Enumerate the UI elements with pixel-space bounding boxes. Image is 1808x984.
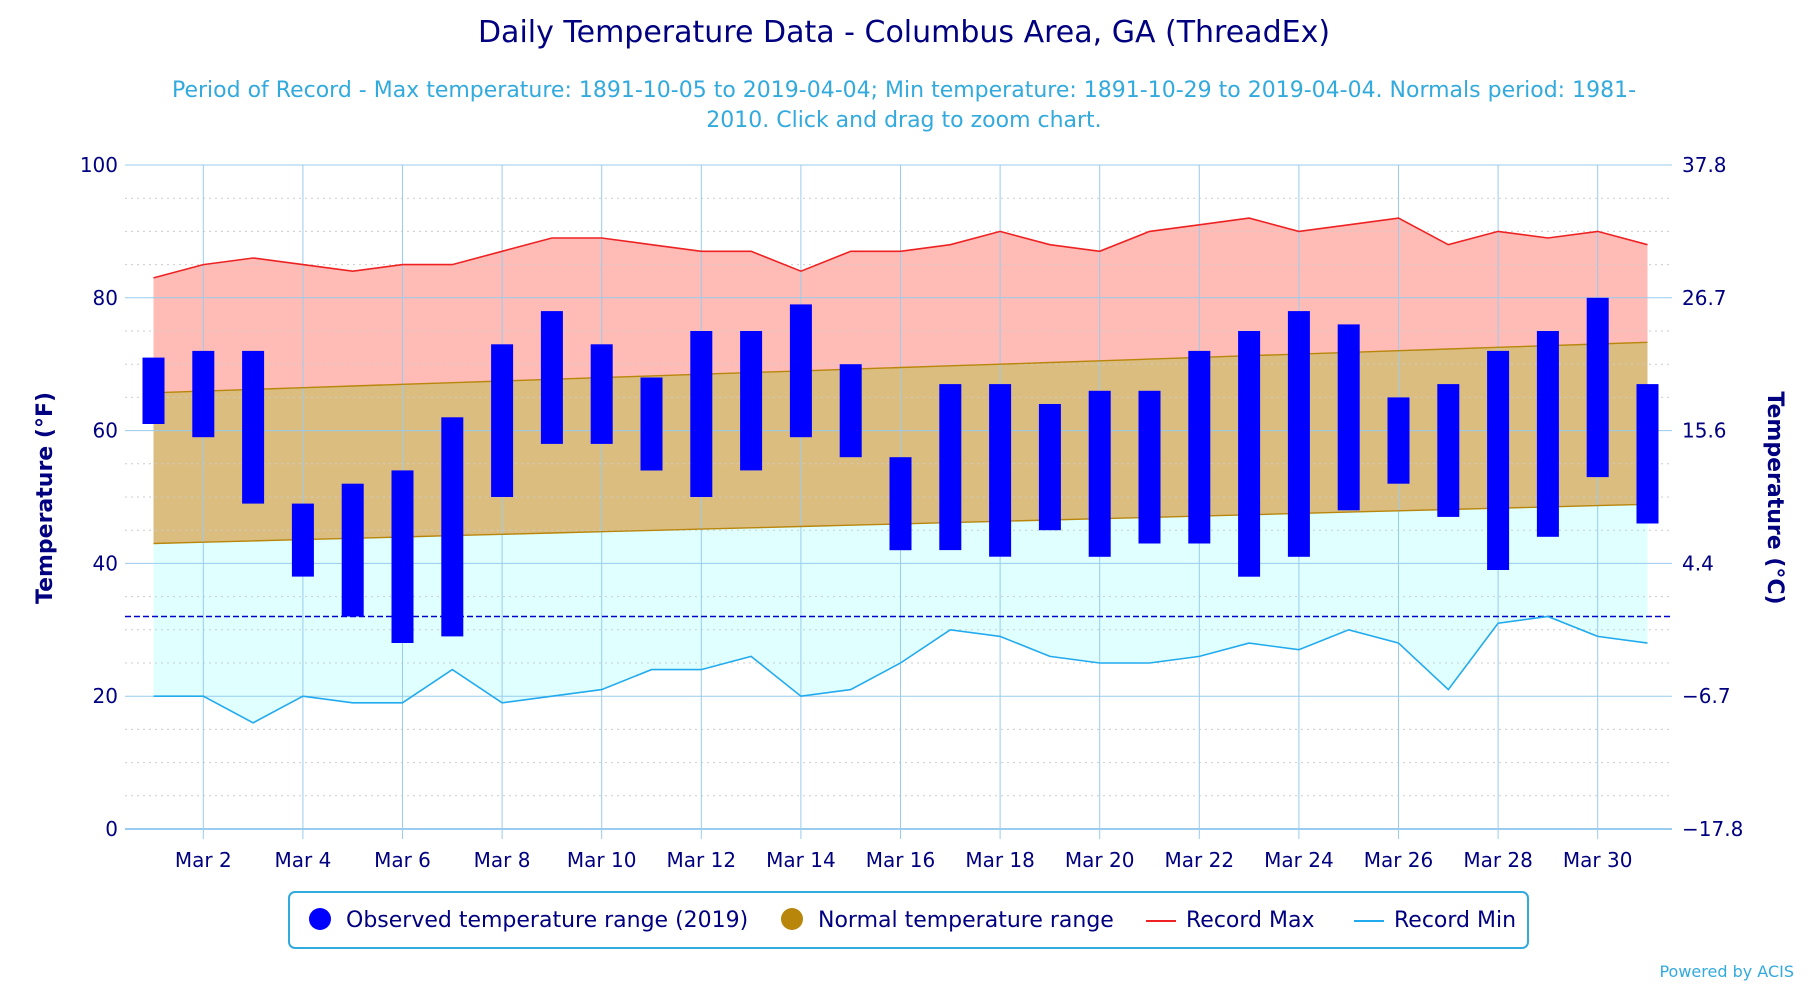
observed-bar xyxy=(341,483,364,617)
y-axis-title-left: Temperature (°F) xyxy=(33,392,58,604)
observed-bar xyxy=(1487,350,1510,570)
y-tick-label-left: 40 xyxy=(93,551,118,575)
legend-normal-label: Normal temperature range xyxy=(818,908,1114,933)
x-tick-label: Mar 8 xyxy=(474,848,531,872)
x-tick-label: Mar 14 xyxy=(766,848,836,872)
legend-item-record-min[interactable]: Record Min xyxy=(1354,908,1516,933)
observed-bar xyxy=(640,377,663,471)
y-tick-label-left: 60 xyxy=(93,419,118,443)
observed-bar xyxy=(590,344,613,444)
y-tick-label-left: 20 xyxy=(93,684,118,708)
y-tick-label-right: 4.4 xyxy=(1682,551,1714,575)
x-tick-label: Mar 16 xyxy=(866,848,936,872)
x-tick-label: Mar 24 xyxy=(1264,848,1334,872)
y-tick-label-right: 15.6 xyxy=(1682,419,1727,443)
observed-bar xyxy=(242,350,265,504)
y-tick-label-right: −6.7 xyxy=(1682,684,1731,708)
legend-item-normal[interactable]: Normal temperature range xyxy=(781,908,1114,933)
observed-bar xyxy=(1287,311,1310,557)
chart-subtitle-line1: Period of Record - Max temperature: 1891… xyxy=(172,78,1636,103)
x-tick-label: Mar 4 xyxy=(274,848,331,872)
record-min-line xyxy=(153,615,1648,724)
x-tick-label: Mar 10 xyxy=(567,848,637,872)
observed-bar xyxy=(1238,331,1261,577)
observed-bar xyxy=(1586,297,1609,478)
observed-bar xyxy=(789,304,812,438)
observed-bar xyxy=(540,311,563,444)
observed-bar xyxy=(391,470,414,643)
legend-record-min-label: Record Min xyxy=(1394,908,1516,933)
y-tick-label-right: 37.8 xyxy=(1682,153,1727,177)
x-tick-label: Mar 20 xyxy=(1065,848,1135,872)
observed-bar xyxy=(142,357,165,424)
observed-bar xyxy=(1188,350,1211,544)
y-tick-label-left: 80 xyxy=(93,286,118,310)
y-tick-label-left: 100 xyxy=(80,153,118,177)
observed-bar xyxy=(939,384,962,551)
legend-item-observed[interactable]: Observed temperature range (2019) xyxy=(309,908,748,933)
legend-observed-marker xyxy=(309,908,331,930)
record-max-line xyxy=(153,217,1648,279)
legend-observed-label: Observed temperature range (2019) xyxy=(346,908,748,933)
x-tick-label: Mar 2 xyxy=(175,848,232,872)
grid-lines xyxy=(125,164,1672,829)
observed-bar xyxy=(889,457,912,551)
observed-bar xyxy=(690,331,713,497)
observed-bar xyxy=(441,417,464,637)
observed-bar xyxy=(291,503,314,577)
observed-bar xyxy=(1337,324,1360,511)
observed-bar xyxy=(1387,397,1410,484)
y-tick-label-left: 0 xyxy=(105,817,118,841)
observed-bar xyxy=(1536,331,1559,537)
x-tick-label: Mar 26 xyxy=(1364,848,1434,872)
observed-bar xyxy=(192,350,215,438)
y-axis-title-right: Temperature (°C) xyxy=(1762,391,1787,604)
observed-bar xyxy=(740,331,763,471)
normal-high-line xyxy=(153,341,1648,394)
observed-bar xyxy=(1038,404,1061,531)
legend-item-record-max[interactable]: Record Max xyxy=(1146,908,1315,933)
legend: Observed temperature range (2019) Normal… xyxy=(288,891,1529,949)
y-tick-label-right: −17.8 xyxy=(1682,817,1743,841)
observed-bars xyxy=(142,297,1659,643)
y-tick-label-right: 26.7 xyxy=(1682,286,1727,310)
legend-normal-marker xyxy=(781,908,803,930)
observed-bar xyxy=(491,344,514,497)
axes: Mar 2 Mar 4 Mar 6 Mar 8 Mar 10 Mar 12 Mar 14 Ma… xyxy=(80,153,1743,872)
chart-subtitle-line2: 2010. Click and drag to zoom chart. xyxy=(706,108,1101,133)
observed-bar xyxy=(839,364,862,458)
observed-bar xyxy=(1636,384,1659,524)
x-tick-label: Mar 12 xyxy=(667,848,737,872)
observed-bar xyxy=(1088,390,1111,557)
observed-bar xyxy=(1138,390,1161,544)
x-tick-label: Mar 6 xyxy=(374,848,431,872)
legend-record-max-label: Record Max xyxy=(1186,908,1315,933)
x-tick-label: Mar 28 xyxy=(1463,848,1533,872)
x-tick-label: Mar 22 xyxy=(1165,848,1235,872)
legend-box xyxy=(288,891,1529,949)
chart-title: Daily Temperature Data - Columbus Area, … xyxy=(478,15,1330,50)
x-tick-label: Mar 30 xyxy=(1563,848,1633,872)
x-tick-label: Mar 18 xyxy=(965,848,1035,872)
observed-bar xyxy=(989,384,1012,557)
observed-bar xyxy=(1437,384,1460,517)
credit-link[interactable]: Powered by ACIS xyxy=(1659,962,1794,981)
